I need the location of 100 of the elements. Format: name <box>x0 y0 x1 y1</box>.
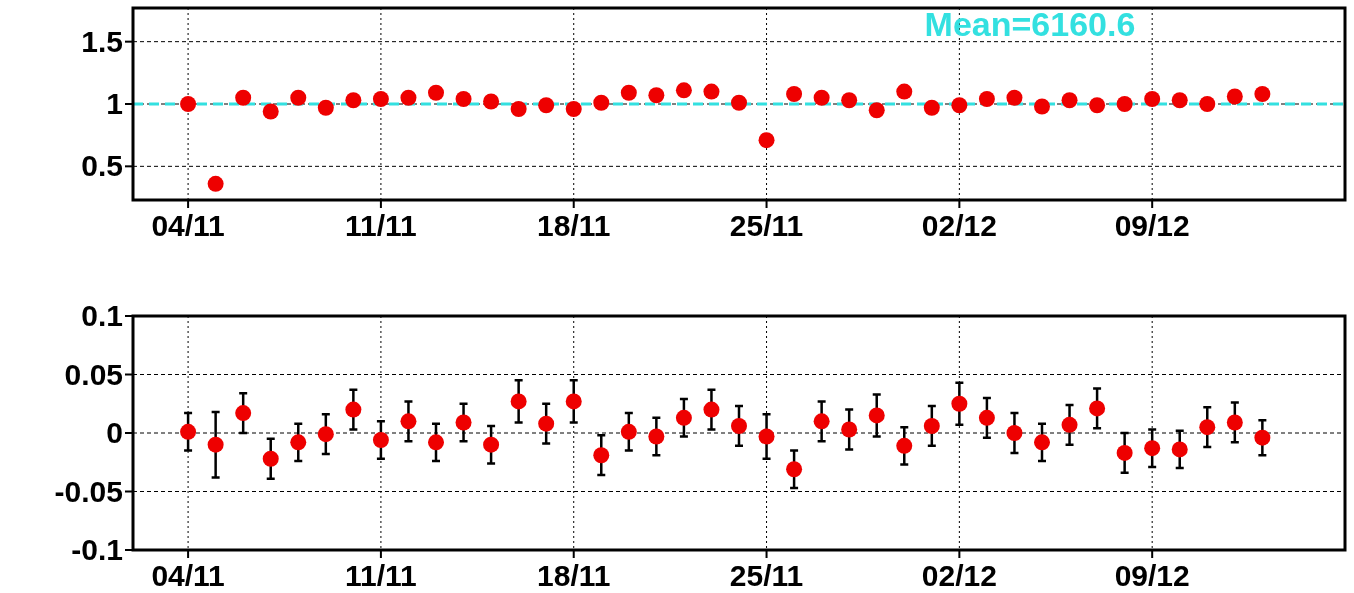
point <box>565 393 582 410</box>
point <box>1171 441 1188 458</box>
point <box>593 94 610 111</box>
point <box>1061 92 1078 109</box>
y-tick-label: 1 <box>106 87 123 120</box>
point <box>565 100 582 117</box>
point <box>317 99 334 116</box>
point <box>813 89 830 106</box>
point <box>1116 444 1133 461</box>
point <box>400 413 417 430</box>
point <box>1199 96 1216 112</box>
point <box>400 89 417 106</box>
x-tick-label: 11/11 <box>345 209 417 242</box>
point <box>290 89 307 106</box>
point <box>455 414 472 431</box>
point <box>428 434 444 451</box>
y-tick-label: 0.1 <box>81 299 123 332</box>
point <box>868 102 885 119</box>
point <box>786 461 803 478</box>
point <box>1061 416 1078 433</box>
x-tick-label: 09/12 <box>1114 559 1190 592</box>
point <box>951 97 968 114</box>
point <box>483 436 500 453</box>
point <box>345 92 362 109</box>
point <box>510 393 527 410</box>
point <box>1089 97 1106 114</box>
point <box>813 413 830 430</box>
point <box>648 87 665 104</box>
x-tick-label: 25/11 <box>729 559 804 592</box>
x-tick-label: 02/12 <box>921 209 997 242</box>
point <box>1089 400 1106 417</box>
point <box>317 426 334 443</box>
x-tick-label: 09/12 <box>1114 209 1190 242</box>
point <box>1034 98 1050 115</box>
point <box>675 82 692 99</box>
point <box>428 84 444 101</box>
point <box>758 428 775 445</box>
x-tick-label: 02/12 <box>921 559 997 592</box>
point <box>1254 429 1271 446</box>
point <box>262 450 279 467</box>
y-tick-label: -0.05 <box>54 474 123 508</box>
point <box>538 415 555 432</box>
point <box>620 423 637 440</box>
point <box>262 103 279 120</box>
point <box>1254 86 1271 103</box>
y-tick-label: 0.05 <box>64 357 123 391</box>
point <box>620 84 637 101</box>
point <box>1144 440 1161 457</box>
point <box>372 91 389 108</box>
y-tick-label: 0 <box>106 416 123 449</box>
point <box>786 86 803 103</box>
point <box>538 97 555 114</box>
x-tick-label: 04/11 <box>151 209 225 242</box>
point <box>180 423 197 440</box>
x-tick-label: 25/11 <box>729 209 804 242</box>
y-tick-label: 0.5 <box>81 149 123 183</box>
point <box>207 436 224 453</box>
point <box>923 99 940 116</box>
point <box>510 100 527 117</box>
point <box>703 401 720 418</box>
point <box>648 428 665 445</box>
point <box>1171 92 1188 109</box>
point <box>1226 414 1243 431</box>
point <box>1116 96 1133 112</box>
point <box>731 94 747 111</box>
point <box>951 395 968 412</box>
point <box>896 437 913 454</box>
point <box>372 432 389 449</box>
point <box>1034 434 1050 451</box>
point <box>675 409 692 426</box>
y-tick-label: -0.1 <box>71 533 123 566</box>
y-tick-label: 1.5 <box>81 24 123 58</box>
x-tick-label: 04/11 <box>151 559 225 592</box>
point <box>1226 88 1243 105</box>
point <box>841 92 858 109</box>
point <box>455 91 472 108</box>
point <box>923 417 940 434</box>
point <box>1199 419 1216 436</box>
point <box>703 83 720 100</box>
point <box>868 407 885 424</box>
point <box>235 405 252 422</box>
point <box>235 89 252 106</box>
point <box>345 401 362 418</box>
point <box>207 175 224 192</box>
point <box>180 96 197 112</box>
point <box>1006 425 1023 441</box>
x-tick-label: 18/11 <box>537 209 611 242</box>
point <box>731 417 747 434</box>
x-tick-label: 11/11 <box>345 559 417 592</box>
x-tick-label: 18/11 <box>537 559 611 592</box>
point <box>290 434 307 451</box>
point <box>1144 91 1161 108</box>
point <box>1006 89 1023 106</box>
annotation: Mean=6160.6 <box>924 5 1136 43</box>
point <box>978 409 995 426</box>
point <box>483 93 500 110</box>
point <box>593 447 610 464</box>
point <box>896 83 913 100</box>
point <box>841 421 858 438</box>
point <box>978 91 995 108</box>
